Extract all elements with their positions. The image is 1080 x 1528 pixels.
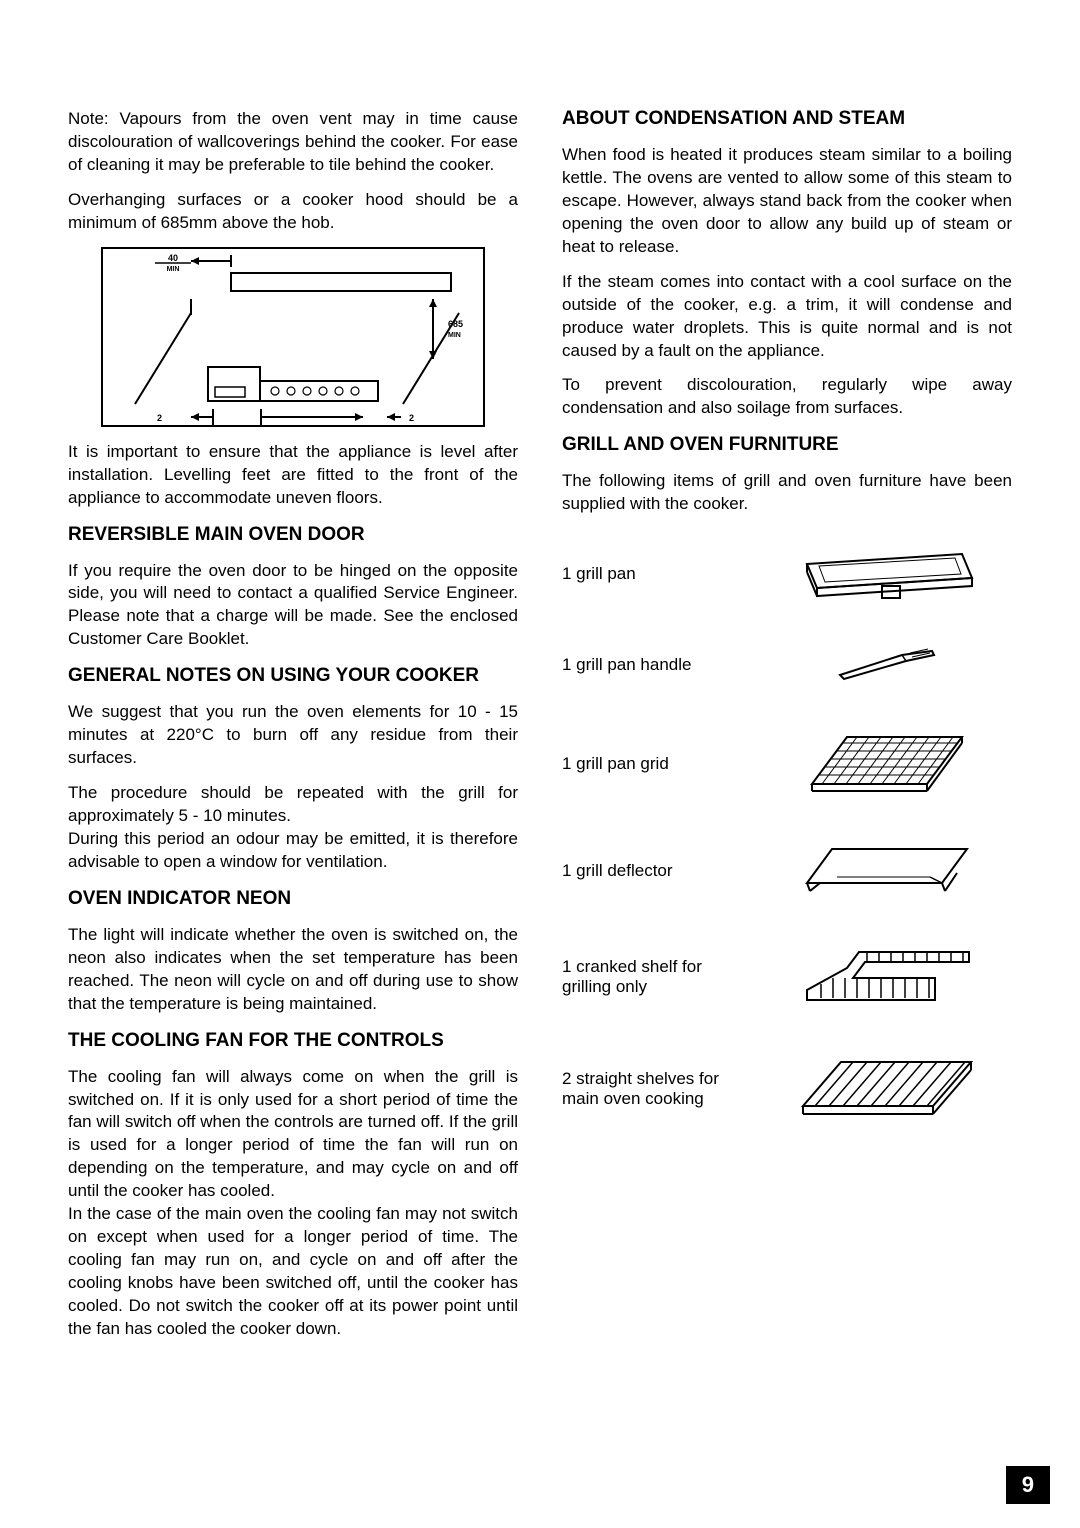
svg-text:MIN: MIN <box>448 332 461 339</box>
furniture-row: 2 straight shelves for main oven cooking <box>562 1056 1012 1121</box>
heading-grill-furniture: GRILL AND OVEN FURNITURE <box>562 434 1012 456</box>
furniture-row: 1 grill pan grid <box>562 729 1012 799</box>
neon-text: The light will indicate whether the oven… <box>68 924 518 1016</box>
gen-p3: During this period an odour may be emitt… <box>68 828 518 874</box>
furniture-row: 1 grill deflector <box>562 843 1012 898</box>
cooling-p1: The cooling fan will always come on when… <box>68 1066 518 1204</box>
furn-intro: The following items of grill and oven fu… <box>562 470 1012 516</box>
clearance-diagram: 40 MIN 685 MIN <box>101 247 485 427</box>
reversible-door-text: If you require the oven door to be hinge… <box>68 560 518 652</box>
svg-text:40: 40 <box>168 253 178 263</box>
grill-pan-icon <box>762 546 1012 601</box>
left-column: Note: Vapours from the oven vent may in … <box>68 108 518 1353</box>
note-overhang: Overhanging surfaces or a cooker hood sh… <box>68 189 518 235</box>
grill-deflector-icon <box>762 843 1012 898</box>
right-column: ABOUT CONDENSATION AND STEAM When food i… <box>562 108 1012 1353</box>
grill-handle-label: 1 grill pan handle <box>562 655 722 675</box>
heading-oven-neon: OVEN INDICATOR NEON <box>68 888 518 910</box>
furniture-row: 1 cranked shelf for grilling only <box>562 942 1012 1012</box>
grill-grid-label: 1 grill pan grid <box>562 754 722 774</box>
furniture-row: 1 grill pan handle <box>562 645 1012 685</box>
furniture-row: 1 grill pan <box>562 546 1012 601</box>
straight-shelves-label: 2 straight shelves for main oven cooking <box>562 1069 722 1109</box>
grill-grid-icon <box>762 729 1012 799</box>
page-content: Note: Vapours from the oven vent may in … <box>0 0 1080 1393</box>
page-number: 9 <box>1006 1466 1050 1504</box>
cooling-p2: In the case of the main oven the cooling… <box>68 1203 518 1341</box>
grill-deflector-label: 1 grill deflector <box>562 861 722 881</box>
heading-reversible-door: REVERSIBLE MAIN OVEN DOOR <box>68 524 518 546</box>
grill-handle-icon <box>762 645 1012 685</box>
cond-p3: To prevent discolouration, regularly wip… <box>562 374 1012 420</box>
svg-text:2: 2 <box>157 413 162 423</box>
cranked-shelf-icon <box>762 942 1012 1012</box>
note-vapours: Note: Vapours from the oven vent may in … <box>68 108 518 177</box>
heading-condensation: ABOUT CONDENSATION AND STEAM <box>562 108 1012 130</box>
heading-general-notes: GENERAL NOTES ON USING YOUR COOKER <box>68 665 518 687</box>
cond-p2: If the steam comes into contact with a c… <box>562 271 1012 363</box>
svg-text:2: 2 <box>409 413 414 423</box>
gen-p2: The procedure should be repeated with th… <box>68 782 518 828</box>
cranked-shelf-label: 1 cranked shelf for grilling only <box>562 957 722 997</box>
straight-shelves-icon <box>762 1056 1012 1121</box>
cond-p1: When food is heated it produces steam si… <box>562 144 1012 259</box>
grill-pan-label: 1 grill pan <box>562 564 722 584</box>
gen-p1: We suggest that you run the oven element… <box>68 701 518 770</box>
heading-cooling-fan: THE COOLING FAN FOR THE CONTROLS <box>68 1030 518 1052</box>
svg-text:MIN: MIN <box>167 266 180 273</box>
level-note: It is important to ensure that the appli… <box>68 441 518 510</box>
